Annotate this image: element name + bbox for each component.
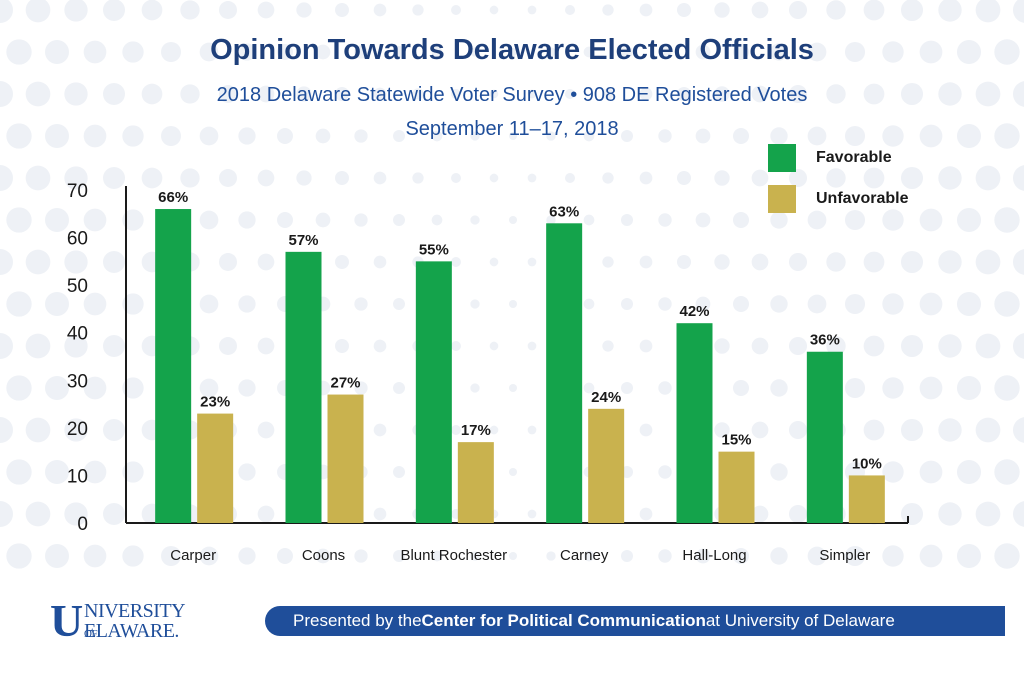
- legend-swatch-unfavorable: [768, 185, 796, 213]
- bar-unfavorable-carney: [588, 408, 625, 523]
- data-label: 15%: [721, 432, 751, 449]
- legend-item-unfavorable: Unfavorable: [768, 184, 908, 214]
- legend-label-unfavorable: Unfavorable: [816, 190, 909, 207]
- banner-text-post: at University of Delaware: [705, 611, 895, 630]
- bar-favorable-blunt-rochester: [415, 261, 452, 523]
- x-tick-label: Carney: [560, 547, 609, 564]
- banner-text-bold: Center for Political Communication: [421, 611, 706, 630]
- bar-favorable-hall-long: [676, 323, 713, 523]
- presented-by-banner: Presented by the Center for Political Co…: [265, 606, 1005, 636]
- chart-date: September 11–17, 2018: [405, 118, 619, 140]
- y-tick-label: 30: [67, 371, 88, 392]
- bar-favorable-simpler: [806, 351, 843, 523]
- legend-label-favorable: Favorable: [816, 149, 892, 166]
- data-label: 66%: [158, 189, 188, 206]
- bar-unfavorable-coons: [327, 394, 364, 523]
- y-tick-label: 40: [67, 324, 88, 345]
- x-tick-label: Coons: [302, 547, 345, 564]
- y-tick-label: 70: [67, 181, 88, 202]
- x-tick-label: Simpler: [819, 547, 870, 564]
- data-label: 24%: [591, 389, 621, 406]
- y-tick-label: 20: [67, 419, 88, 440]
- y-tick-label: 50: [67, 276, 88, 297]
- chart-subtitle: 2018 Delaware Statewide Voter Survey • 9…: [216, 84, 808, 106]
- bar-favorable-coons: [285, 251, 322, 524]
- bar-favorable-carper: [155, 209, 192, 523]
- bar-unfavorable-carper: [197, 413, 234, 523]
- data-label: 36%: [810, 332, 840, 349]
- x-tick-label: Hall-Long: [682, 547, 746, 564]
- bar-unfavorable-simpler: [848, 475, 885, 523]
- x-tick-label: Blunt Rochester: [400, 547, 507, 564]
- legend-swatch-favorable: [768, 144, 796, 172]
- chart-title: Opinion Towards Delaware Elected Officia…: [210, 34, 814, 66]
- y-tick-label: 0: [77, 514, 88, 535]
- bar-unfavorable-hall-long: [718, 451, 755, 523]
- data-label: 27%: [330, 375, 360, 392]
- y-tick-label: 10: [67, 466, 88, 487]
- y-tick-label: 60: [67, 229, 88, 250]
- data-label: 55%: [419, 241, 449, 258]
- data-label: 23%: [200, 394, 230, 411]
- data-label: 57%: [288, 232, 318, 249]
- banner-text-pre: Presented by the: [293, 611, 422, 630]
- data-label: 10%: [852, 455, 882, 472]
- legend-item-favorable: Favorable: [768, 143, 892, 173]
- bar-unfavorable-blunt-rochester: [457, 442, 494, 523]
- data-label: 42%: [679, 303, 709, 320]
- bar-favorable-carney: [546, 223, 583, 524]
- data-label: 63%: [549, 203, 579, 220]
- x-tick-label: Carper: [170, 547, 216, 564]
- data-label: 17%: [461, 422, 491, 439]
